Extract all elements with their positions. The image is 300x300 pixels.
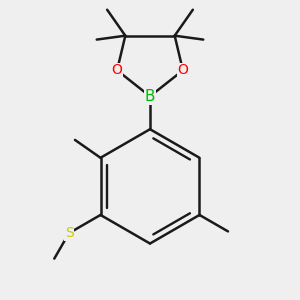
Text: O: O (112, 63, 122, 77)
Text: B: B (145, 89, 155, 104)
Text: O: O (178, 63, 188, 77)
Text: S: S (64, 226, 74, 240)
